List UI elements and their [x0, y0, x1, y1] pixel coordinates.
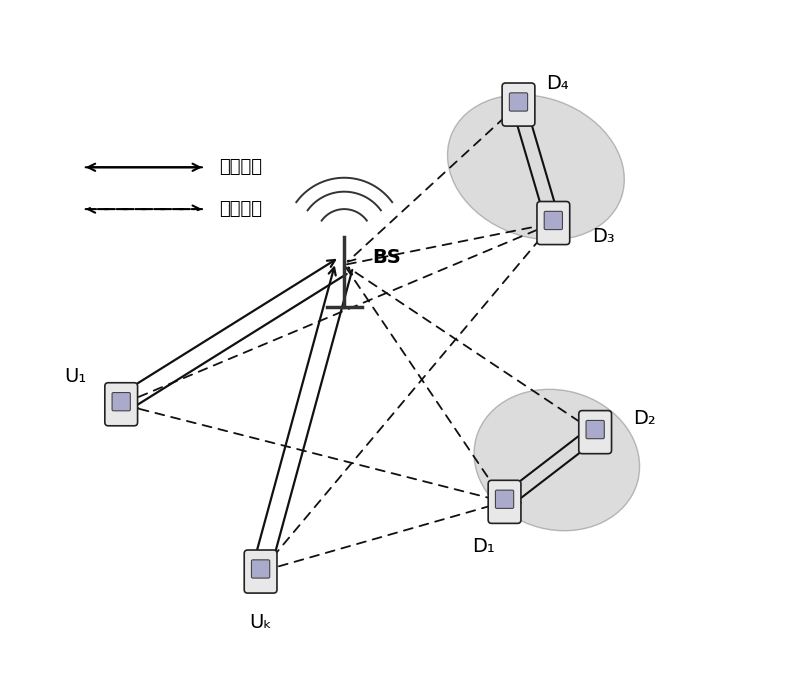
FancyBboxPatch shape	[510, 93, 528, 111]
FancyBboxPatch shape	[544, 211, 562, 229]
Text: Uₖ: Uₖ	[250, 613, 272, 632]
Ellipse shape	[474, 390, 640, 530]
FancyBboxPatch shape	[586, 420, 604, 438]
Text: 干扰信号: 干扰信号	[218, 200, 262, 218]
FancyBboxPatch shape	[502, 83, 535, 126]
FancyBboxPatch shape	[537, 201, 570, 245]
FancyBboxPatch shape	[105, 383, 138, 426]
Text: D₃: D₃	[592, 227, 614, 247]
Text: U₁: U₁	[64, 367, 86, 386]
Text: BS: BS	[372, 248, 401, 268]
Text: D₂: D₂	[634, 408, 656, 428]
FancyBboxPatch shape	[112, 392, 130, 411]
FancyBboxPatch shape	[244, 550, 277, 593]
FancyBboxPatch shape	[495, 490, 514, 508]
FancyBboxPatch shape	[578, 411, 611, 454]
FancyBboxPatch shape	[488, 480, 521, 523]
Text: 有用信号: 有用信号	[218, 158, 262, 176]
Ellipse shape	[447, 95, 624, 240]
FancyBboxPatch shape	[251, 560, 270, 578]
Text: D₁: D₁	[472, 537, 495, 556]
Text: D₄: D₄	[546, 74, 569, 93]
